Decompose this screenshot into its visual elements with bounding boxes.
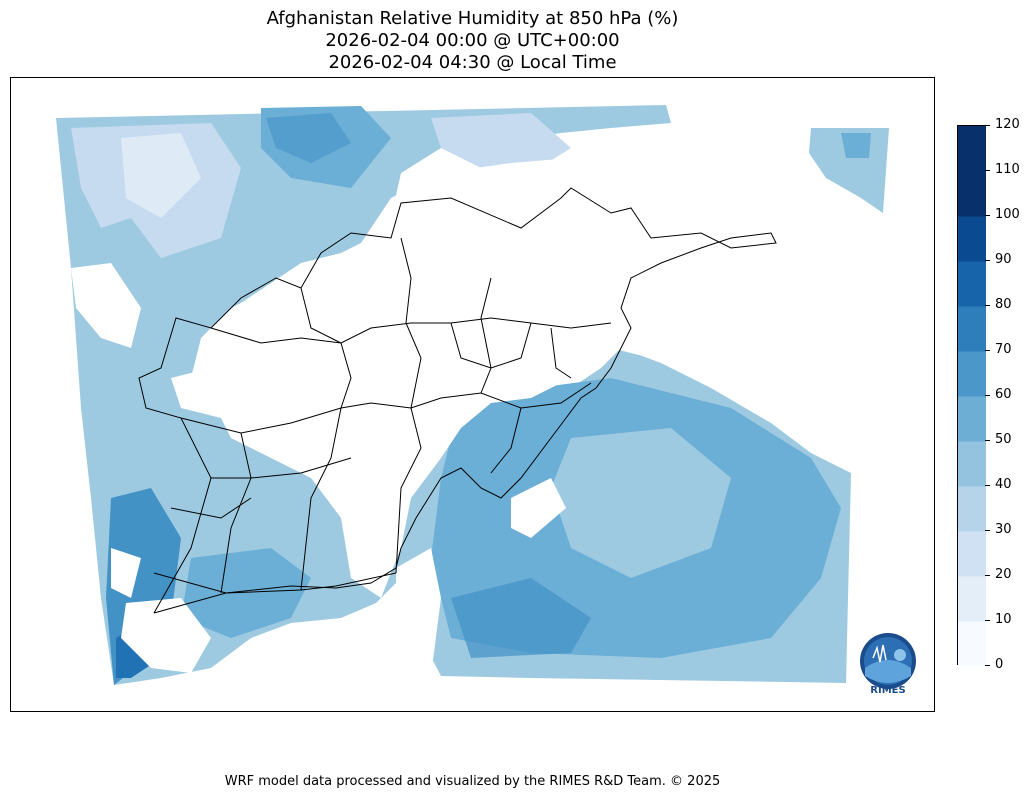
colorbar-tick-label: 70	[995, 342, 1012, 357]
colorbar-tick-label: 100	[995, 207, 1020, 222]
rimes-emblem-icon	[860, 633, 916, 689]
colorbar-segment	[958, 351, 986, 397]
colorbar-segment	[958, 216, 986, 262]
colorbar-segment	[958, 306, 986, 352]
colorbar-tick-mark	[985, 620, 990, 621]
colorbar-tick-mark	[985, 395, 990, 396]
colorbar-tick-mark	[985, 215, 990, 216]
rimes-logo: RIMES	[855, 630, 921, 700]
humidity-field	[56, 105, 889, 685]
map-panel	[10, 77, 935, 712]
colorbar-tick-label: 40	[995, 477, 1012, 492]
colorbar-gradient	[958, 126, 986, 666]
colorbar-tick-mark	[985, 440, 990, 441]
colorbar-segment	[958, 441, 986, 487]
colorbar-tick-mark	[985, 260, 990, 261]
colorbar-segment	[958, 576, 986, 622]
colorbar	[957, 125, 986, 666]
colorbar-segment	[958, 171, 986, 217]
colorbar-tick-label: 120	[995, 117, 1020, 132]
colorbar-tick-label: 60	[995, 387, 1012, 402]
colorbar-segment	[958, 531, 986, 577]
colorbar-tick-label: 110	[995, 162, 1020, 177]
colorbar-tick-mark	[985, 350, 990, 351]
colorbar-tick-mark	[985, 485, 990, 486]
map-title: Afghanistan Relative Humidity at 850 hPa…	[266, 8, 679, 29]
colorbar-tick-label: 50	[995, 432, 1012, 447]
colorbar-segment	[958, 396, 986, 442]
rimes-logo-text: RIMES	[870, 685, 906, 696]
utc-timestamp: 2026-02-04 00:00 @ UTC+00:00	[325, 30, 620, 51]
colorbar-tick-mark	[985, 305, 990, 306]
colorbar-tick-label: 0	[995, 657, 1004, 672]
colorbar-tick-mark	[985, 125, 990, 126]
colorbar-segment	[958, 486, 986, 532]
colorbar-segment	[958, 126, 986, 172]
colorbar-segment	[958, 261, 986, 307]
colorbar-tick-label: 90	[995, 252, 1012, 267]
colorbar-tick-label: 20	[995, 567, 1012, 582]
footer-credit: WRF model data processed and visualized …	[224, 774, 721, 789]
colorbar-tick-mark	[985, 575, 990, 576]
colorbar-segment	[958, 621, 986, 666]
colorbar-tick-label: 80	[995, 297, 1012, 312]
colorbar-tick-label: 10	[995, 612, 1012, 627]
colorbar-tick-mark	[985, 530, 990, 531]
colorbar-tick-mark	[985, 665, 990, 666]
afghanistan-boundaries	[138, 187, 777, 614]
colorbar-tick-label: 30	[995, 522, 1012, 537]
local-timestamp: 2026-02-04 04:30 @ Local Time	[328, 52, 617, 73]
humidity-map	[56, 105, 889, 685]
colorbar-tick-mark	[985, 170, 990, 171]
